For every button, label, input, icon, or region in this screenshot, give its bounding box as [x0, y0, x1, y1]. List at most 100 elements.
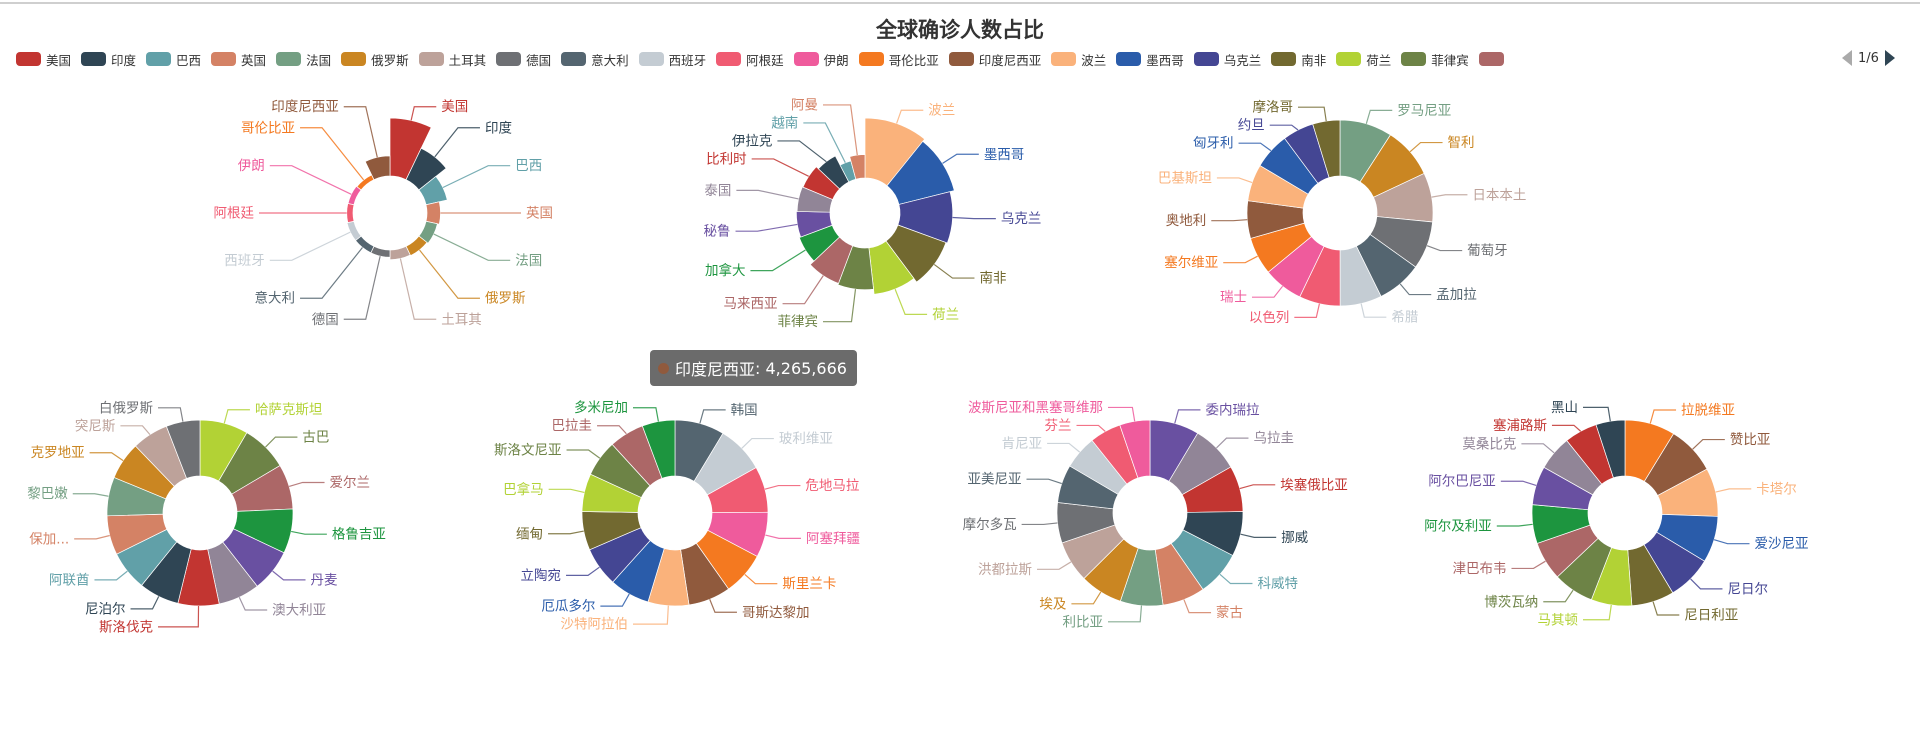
label-leader-line [1021, 522, 1058, 526]
pie-slice[interactable] [868, 240, 915, 295]
label-leader-line [1219, 573, 1253, 585]
legend-item[interactable]: 美国 [16, 50, 71, 69]
legend-swatch [638, 52, 664, 66]
legend-item[interactable]: 荷兰 [1336, 50, 1391, 69]
slice-label: 南非 [979, 271, 1006, 287]
slice-label: 塞浦路斯 [1493, 417, 1547, 434]
slice-label: 保加... [29, 531, 69, 547]
label-leader-line [1690, 578, 1723, 590]
pie-slice[interactable] [885, 224, 947, 283]
chart-title: 全球确诊人数占比 [876, 18, 1044, 42]
legend-item[interactable]: 西班牙 [638, 50, 706, 69]
pie-slice[interactable] [389, 117, 432, 181]
label-leader-line [1216, 177, 1253, 184]
slice-label: 黑山 [1551, 400, 1578, 416]
legend-item[interactable]: 墨西哥 [1116, 50, 1184, 69]
label-leader-line [343, 256, 381, 320]
pie-slice[interactable] [1595, 419, 1626, 479]
legend-item[interactable]: 英国 [211, 50, 266, 69]
slice-label: 委内瑞拉 [1205, 402, 1259, 418]
label-leader-line [566, 449, 601, 459]
legend-item[interactable]: 波兰 [1051, 50, 1106, 69]
legend-item[interactable]: 乌克兰 [1193, 50, 1261, 69]
slice-label: 美国 [441, 99, 468, 115]
slice-label: 蒙古 [1216, 605, 1243, 621]
pie-slice[interactable] [886, 140, 955, 205]
pie-slice[interactable] [370, 245, 391, 258]
pie-slice[interactable] [425, 201, 441, 225]
slice-label: 巴拿马 [503, 481, 544, 498]
pie-slice[interactable] [641, 419, 676, 479]
slice-label: 哥斯达黎加 [742, 605, 810, 621]
label-leader-line [1076, 424, 1106, 432]
pie-slice[interactable] [1119, 419, 1151, 479]
label-leader-line [1365, 109, 1393, 124]
label-leader-line [1583, 604, 1612, 621]
pie-slice[interactable] [356, 174, 375, 191]
label-leader-line [1108, 406, 1136, 422]
pie-slice[interactable] [389, 245, 411, 261]
legend-item[interactable]: 巴西 [146, 50, 201, 69]
label-leader-line [434, 127, 480, 158]
label-leader-line [238, 597, 268, 611]
label-leader-line [433, 233, 511, 261]
legend-item[interactable]: 法国 [276, 50, 331, 69]
slice-label: 巴西 [515, 158, 542, 174]
label-leader-line [750, 249, 806, 272]
label-leader-line [896, 109, 924, 124]
slice-label: 阿尔巴尼亚 [1428, 474, 1496, 490]
pie-slice[interactable] [849, 154, 866, 180]
legend-item[interactable]: 印度 [81, 50, 136, 69]
legend-item[interactable]: 南非 [1271, 50, 1326, 69]
label-leader-line [288, 481, 325, 488]
label-leader-line [1511, 560, 1546, 570]
legend-item[interactable]: 德国 [496, 50, 551, 69]
legend-swatch-clipped[interactable] [1478, 52, 1504, 66]
label-leader-line [942, 153, 979, 164]
slice-label: 塞尔维亚 [1164, 254, 1218, 271]
pie-slice[interactable] [165, 419, 201, 479]
pie-slice[interactable] [1312, 119, 1341, 179]
slice-label: 哥伦比亚 [241, 120, 295, 136]
slice-label: 拉脱维亚 [1681, 403, 1735, 419]
slice-label: 印度尼西亚 [271, 99, 339, 115]
label-leader-line [1426, 245, 1463, 252]
slice-label: 以色列 [1249, 309, 1290, 326]
slice-label: 约旦 [1238, 118, 1265, 134]
legend-item[interactable]: 土耳其 [418, 50, 486, 69]
legend-next-page-icon[interactable] [1884, 50, 1895, 66]
slice-label: 泰国 [704, 183, 731, 199]
slice-label: 秘鲁 [704, 224, 731, 240]
legend-item[interactable]: 哥伦比亚 [858, 50, 939, 69]
label-leader-line [548, 530, 584, 535]
legend-label: 英国 [241, 52, 267, 68]
legend-swatch [1271, 52, 1297, 66]
legend-item[interactable]: 印度尼西亚 [948, 50, 1041, 69]
label-leader-line [410, 106, 437, 121]
label-leader-line [633, 407, 659, 422]
pie-slice[interactable] [864, 117, 926, 187]
label-leader-line [1239, 484, 1276, 490]
pie-slice[interactable] [897, 191, 954, 244]
slice-label: 尼日利亚 [1684, 608, 1738, 624]
legend-item[interactable]: 意大利 [561, 50, 629, 69]
label-leader-line [566, 566, 600, 576]
legend-item[interactable]: 菲律宾 [1401, 50, 1469, 69]
slice-label: 俄罗斯 [485, 291, 526, 307]
slice-label: 哈萨克斯坦 [255, 402, 323, 418]
label-leader-line [933, 263, 975, 279]
pie-slice[interactable] [346, 202, 355, 224]
slice-label: 阿根廷 [214, 206, 255, 222]
label-leader-line [94, 570, 128, 581]
legend-prev-page-icon[interactable] [1842, 50, 1852, 66]
legend-item[interactable]: 阿根廷 [716, 50, 784, 69]
pie-slice[interactable] [364, 155, 391, 181]
label-leader-line [633, 605, 669, 625]
label-leader-line [764, 484, 801, 490]
legend-item[interactable]: 俄罗斯 [341, 50, 409, 69]
pie-slice[interactable] [346, 220, 362, 241]
slice-label: 爱沙尼亚 [1755, 536, 1809, 552]
legend-item[interactable]: 伊朗 [793, 50, 849, 69]
legend-swatch [1193, 52, 1219, 66]
pie-slice[interactable] [347, 185, 362, 206]
